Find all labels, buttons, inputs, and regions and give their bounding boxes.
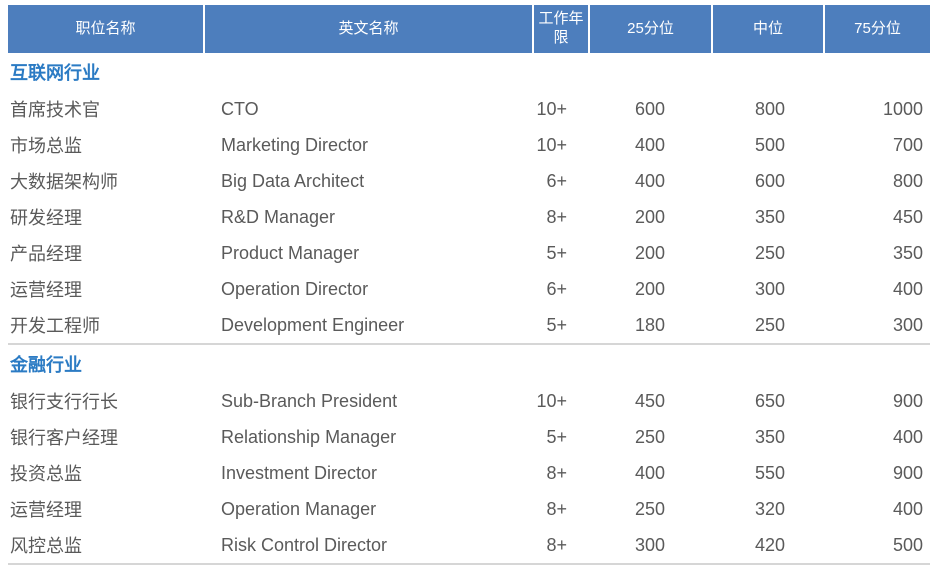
median-cell: 350 [754, 206, 785, 227]
p75-cell: 1000 [882, 98, 923, 119]
years-cell: 5+ [546, 242, 567, 263]
position-name-cell: 研发经理 [10, 208, 82, 228]
years-cell: 6+ [546, 278, 567, 299]
p75-cell: 900 [892, 390, 923, 411]
years-cell: 10+ [536, 98, 567, 119]
p25-cell: 400 [634, 134, 665, 155]
median-cell: 420 [754, 534, 785, 555]
p25-cell: 180 [634, 314, 665, 335]
position-name-cell: 银行支行行长 [10, 392, 118, 412]
position-name-cell: 大数据架构师 [10, 172, 118, 192]
p25-cell: 400 [634, 170, 665, 191]
table-row: 银行支行行长 Sub-Branch President 10+ 450 650 … [8, 383, 930, 419]
p25-cell: 200 [634, 206, 665, 227]
p25-cell: 250 [634, 498, 665, 519]
table-row: 银行客户经理 Relationship Manager 5+ 250 350 4… [8, 419, 930, 455]
position-name-cell: 银行客户经理 [10, 428, 118, 448]
position-name-cell: 市场总监 [10, 136, 82, 156]
p25-cell: 250 [634, 426, 665, 447]
position-name-cell: 投资总监 [10, 464, 82, 484]
position-name-cell: 运营经理 [10, 500, 82, 520]
p75-cell: 500 [892, 534, 923, 555]
p75-cell: 700 [892, 134, 923, 155]
table-row: 产品经理 Product Manager 5+ 200 250 350 [8, 235, 930, 271]
table-row: 大数据架构师 Big Data Architect 6+ 400 600 800 [8, 163, 930, 199]
median-cell: 650 [754, 390, 785, 411]
table-row: 风控总监 Risk Control Director 8+ 300 420 50… [8, 527, 930, 563]
years-cell: 8+ [546, 462, 567, 483]
median-cell: 300 [754, 278, 785, 299]
section-title: 互联网行业 [10, 63, 100, 83]
english-name-cell: Investment Director [221, 462, 378, 483]
col-header-position-name: 职位名称 [75, 19, 136, 37]
years-cell: 10+ [536, 390, 567, 411]
col-header-p25: 25分位 [588, 5, 711, 53]
median-cell: 250 [754, 242, 785, 263]
col-header-median: 中位 [711, 5, 823, 53]
p75-cell: 900 [892, 462, 923, 483]
col-header-english-name: 英文名称 [203, 5, 532, 53]
position-name-cell: 开发工程师 [10, 316, 100, 336]
years-cell: 10+ [536, 134, 567, 155]
position-name-cell: 产品经理 [10, 244, 82, 264]
years-cell: 8+ [546, 534, 567, 555]
english-name-cell: Operation Manager [221, 498, 377, 519]
section-title: 金融行业 [10, 355, 82, 375]
years-cell: 8+ [546, 206, 567, 227]
p25-cell: 200 [634, 278, 665, 299]
english-name-cell: Big Data Architect [221, 170, 365, 191]
p75-cell: 400 [892, 498, 923, 519]
english-name-cell: Relationship Manager [221, 426, 397, 447]
table-row: 市场总监 Marketing Director 10+ 400 500 700 [8, 127, 930, 163]
position-name-cell: 首席技术官 [10, 100, 100, 120]
section-header-finance: 金融行业 [8, 345, 930, 383]
median-cell: 500 [754, 134, 785, 155]
table-row: 研发经理 R&D Manager 8+ 200 350 450 [8, 199, 930, 235]
p25-cell: 450 [634, 390, 665, 411]
p25-cell: 300 [634, 534, 665, 555]
english-name-cell: Product Manager [221, 242, 360, 263]
p75-cell: 400 [892, 278, 923, 299]
median-cell: 800 [754, 98, 785, 119]
table-row: 运营经理 Operation Director 6+ 200 300 400 [8, 271, 930, 307]
p75-cell: 800 [892, 170, 923, 191]
p25-cell: 200 [634, 242, 665, 263]
section-divider [8, 343, 930, 345]
median-cell: 550 [754, 462, 785, 483]
years-cell: 8+ [546, 498, 567, 519]
p25-cell: 400 [634, 462, 665, 483]
table-row: 首席技术官 CTO 10+ 600 800 1000 [8, 91, 930, 127]
table-row: 开发工程师 Development Engineer 5+ 180 250 30… [8, 307, 930, 343]
median-cell: 600 [754, 170, 785, 191]
english-name-cell: Sub-Branch President [221, 390, 398, 411]
years-cell: 6+ [546, 170, 567, 191]
bottom-divider [8, 563, 930, 565]
position-name-cell: 运营经理 [10, 280, 82, 300]
median-cell: 320 [754, 498, 785, 519]
english-name-cell: Risk Control Director [221, 534, 388, 555]
p75-cell: 450 [892, 206, 923, 227]
median-cell: 250 [754, 314, 785, 335]
p75-cell: 400 [892, 426, 923, 447]
p75-cell: 300 [892, 314, 923, 335]
position-name-cell: 风控总监 [10, 536, 82, 556]
english-name-cell: CTO [221, 98, 259, 119]
years-cell: 5+ [546, 314, 567, 335]
english-name-cell: Operation Director [221, 278, 369, 299]
salary-table: 职位名称 英文名称 工作年限 25分位 中位 75分位 互联网行业 首席技术官 … [8, 5, 930, 565]
english-name-cell: Marketing Director [221, 134, 369, 155]
p25-cell: 600 [634, 98, 665, 119]
english-name-cell: R&D Manager [221, 206, 336, 227]
table-row: 投资总监 Investment Director 8+ 400 550 900 [8, 455, 930, 491]
table-row: 运营经理 Operation Manager 8+ 250 320 400 [8, 491, 930, 527]
median-cell: 350 [754, 426, 785, 447]
table-header-row: 职位名称 英文名称 工作年限 25分位 中位 75分位 [8, 5, 930, 53]
years-cell: 5+ [546, 426, 567, 447]
section-header-internet: 互联网行业 [8, 53, 930, 91]
p75-cell: 350 [892, 242, 923, 263]
english-name-cell: Development Engineer [221, 314, 405, 335]
col-header-work-years: 工作年限 [532, 5, 588, 53]
col-header-p75: 75分位 [823, 5, 930, 53]
